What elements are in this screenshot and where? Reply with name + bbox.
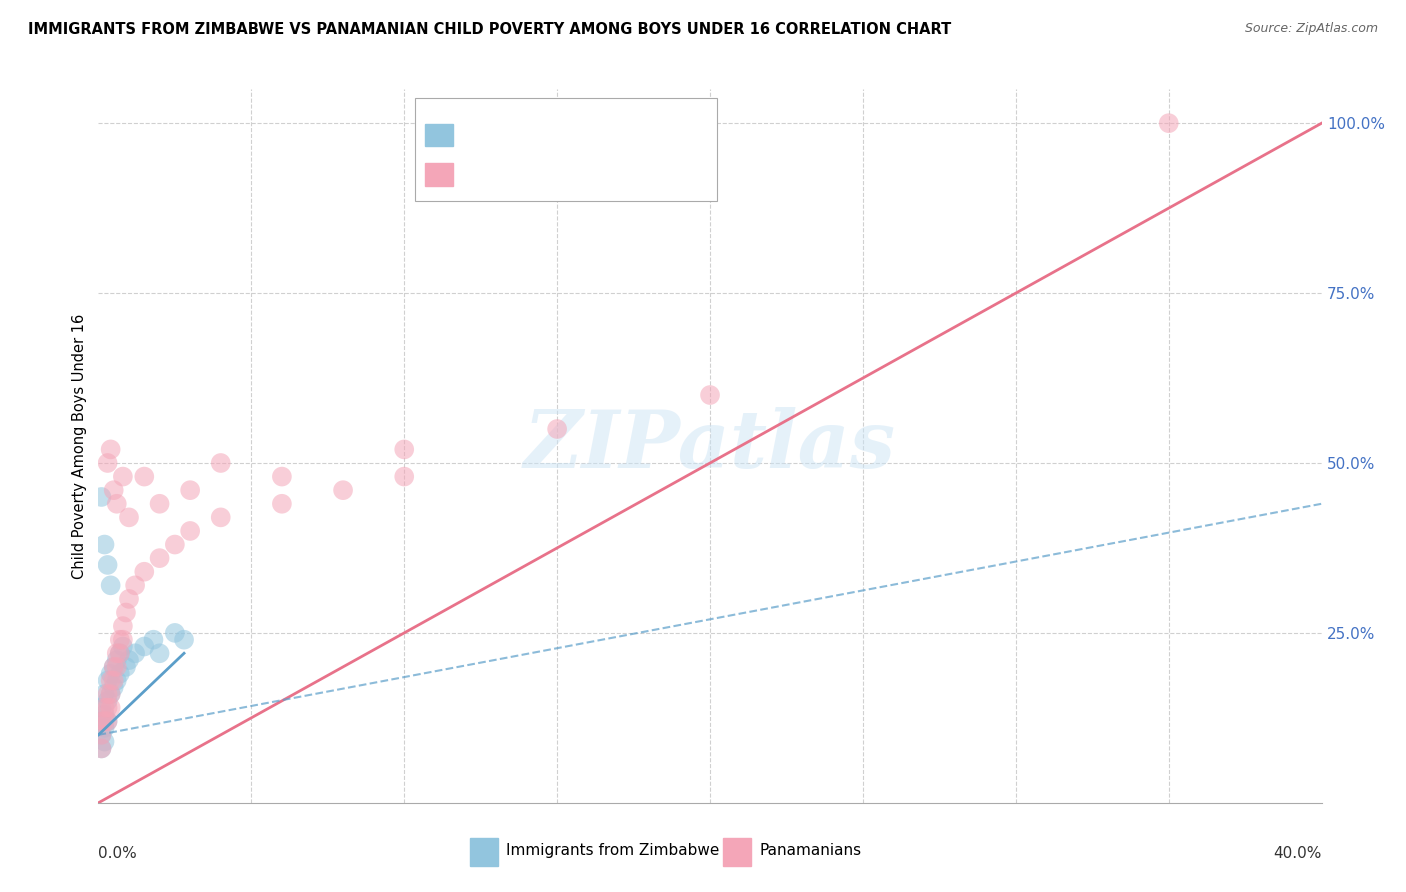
Point [270, 497, 292, 511]
Point [270, 469, 292, 483]
Text: IMMIGRANTS FROM ZIMBABWE VS PANAMANIAN CHILD POVERTY AMONG BOYS UNDER 16 CORRELA: IMMIGRANTS FROM ZIMBABWE VS PANAMANIAN C… [28, 22, 952, 37]
Text: 40.0%: 40.0% [1274, 846, 1322, 861]
Point [173, 632, 195, 647]
Point [103, 483, 125, 498]
Point [97, 714, 120, 729]
Point [699, 388, 721, 402]
Point [105, 673, 128, 688]
Text: Panamanians: Panamanians [759, 844, 862, 858]
Point [97, 673, 120, 688]
Point [100, 687, 122, 701]
Point [90, 741, 112, 756]
Point [111, 469, 134, 483]
Point [179, 524, 201, 538]
Point [90, 700, 112, 714]
Point [108, 646, 131, 660]
Point [90, 728, 112, 742]
Point [93, 687, 115, 701]
Point [103, 680, 125, 694]
Y-axis label: Child Poverty Among Boys Under 16: Child Poverty Among Boys Under 16 [72, 313, 87, 579]
Text: Source: ZipAtlas.com: Source: ZipAtlas.com [1244, 22, 1378, 36]
Point [90, 714, 112, 729]
Point [93, 707, 115, 722]
Point [100, 700, 122, 714]
Point [142, 632, 165, 647]
Point [108, 632, 131, 647]
Text: Immigrants from Zimbabwe: Immigrants from Zimbabwe [506, 844, 720, 858]
Point [97, 694, 120, 708]
Point [97, 456, 120, 470]
Point [118, 591, 141, 606]
Point [90, 741, 112, 756]
Point [103, 673, 125, 688]
Point [105, 646, 128, 660]
Text: 0.0%: 0.0% [98, 846, 138, 861]
Point [108, 646, 131, 660]
Point [209, 510, 232, 524]
Point [134, 640, 156, 654]
Point [103, 660, 125, 674]
Point [108, 666, 131, 681]
Point [103, 660, 125, 674]
Point [105, 497, 128, 511]
Text: R = 0.676   N = 44: R = 0.676 N = 44 [460, 153, 630, 170]
Point [149, 646, 172, 660]
Point [97, 558, 120, 572]
Point [134, 469, 156, 483]
Point [93, 721, 115, 735]
Point [93, 714, 115, 729]
Point [93, 700, 115, 714]
Point [100, 666, 122, 681]
Point [90, 714, 112, 729]
Point [115, 606, 138, 620]
Point [179, 483, 201, 498]
Point [1157, 116, 1180, 130]
Point [111, 640, 134, 654]
Point [118, 510, 141, 524]
Point [163, 537, 186, 551]
Point [118, 653, 141, 667]
Point [100, 673, 122, 688]
Point [149, 551, 172, 566]
Point [332, 483, 354, 498]
Point [90, 728, 112, 742]
Point [124, 578, 146, 592]
Point [163, 626, 186, 640]
Point [105, 653, 128, 667]
Point [111, 632, 134, 647]
Point [149, 497, 172, 511]
Point [546, 422, 568, 436]
Point [392, 469, 416, 483]
Point [93, 734, 115, 748]
Point [97, 687, 120, 701]
Point [93, 537, 115, 551]
Point [90, 490, 112, 504]
Point [105, 660, 128, 674]
Point [97, 700, 120, 714]
Point [100, 578, 122, 592]
Point [100, 687, 122, 701]
Point [111, 619, 134, 633]
Point [124, 646, 146, 660]
Text: ZIPatlas: ZIPatlas [524, 408, 896, 484]
Point [392, 442, 416, 457]
Point [209, 456, 232, 470]
Point [134, 565, 156, 579]
Point [100, 442, 122, 457]
Text: R = 0.084   N = 32: R = 0.084 N = 32 [460, 113, 630, 131]
Point [97, 714, 120, 729]
Point [115, 660, 138, 674]
